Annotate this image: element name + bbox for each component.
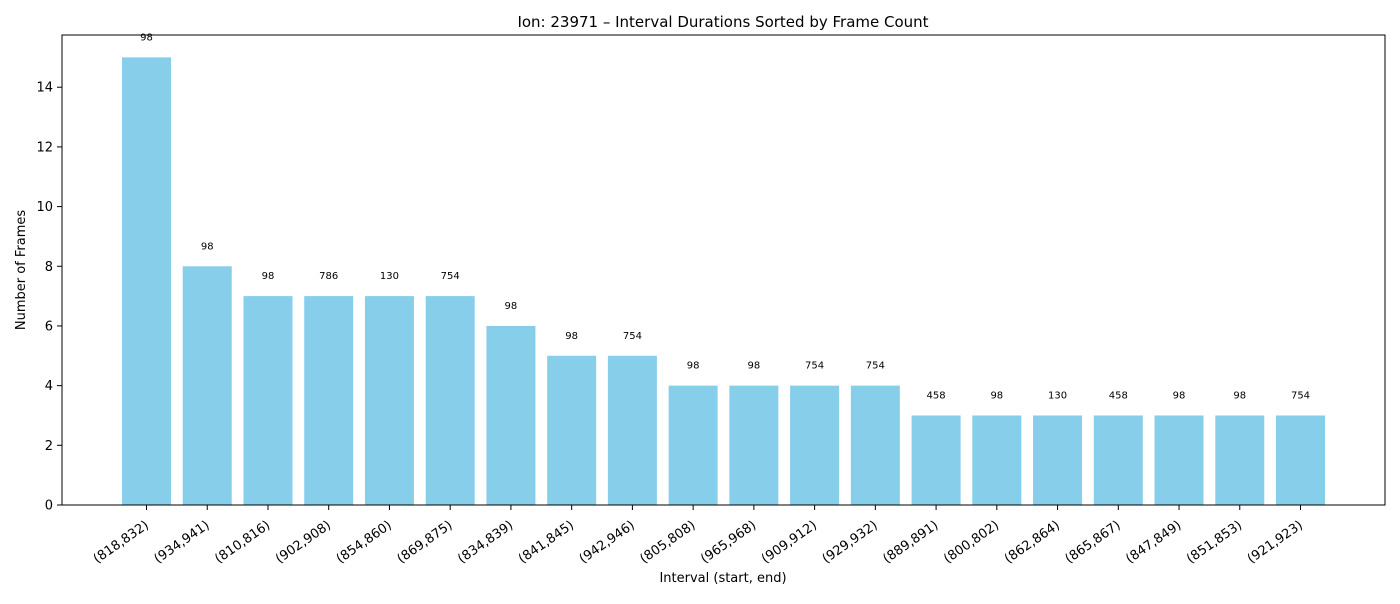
bar-label-12: 754 — [866, 361, 885, 372]
bar-label-5: 754 — [441, 271, 460, 282]
x-tick-label-4: (854,860) — [334, 518, 395, 567]
plot-frame — [61, 34, 1386, 506]
x-tick-label-14: (800,802) — [941, 518, 1002, 567]
y-tick-label-5: 10 — [36, 200, 53, 215]
bar-3 — [304, 296, 354, 505]
chart-title: Ion: 23971 – Interval Durations Sorted b… — [517, 13, 928, 31]
x-tick-label-3: (902,908) — [273, 518, 334, 567]
bar-9 — [668, 385, 718, 505]
x-tick-label-16: (865,867) — [1063, 518, 1124, 567]
x-tick-label-9: (805,808) — [637, 518, 698, 567]
bar-label-16: 458 — [1109, 390, 1128, 401]
bar-0 — [122, 57, 171, 505]
bar-18 — [1215, 415, 1265, 505]
y-tick-label-2: 4 — [45, 379, 53, 394]
x-tick-label-7: (841,845) — [516, 518, 577, 567]
bar-labels-group: 98 98 98 786 130 754 98 98 754 98 98 754 754 458 98 130… — [140, 32, 1310, 401]
x-tick-label-5: (869,875) — [395, 518, 456, 567]
bar-label-0: 98 — [140, 32, 153, 43]
x-tick-label-0: (818,832) — [91, 518, 152, 567]
bar-7 — [547, 355, 597, 505]
bar-19 — [1276, 415, 1325, 505]
bar-1 — [182, 266, 232, 505]
bar-label-9: 98 — [687, 361, 700, 372]
bar-8 — [607, 355, 657, 505]
bar-16 — [1093, 415, 1143, 505]
x-tick-label-15: (862,864) — [1002, 518, 1063, 567]
x-tick-label-13: (889,891) — [880, 518, 941, 567]
bar-label-4: 130 — [380, 271, 399, 282]
x-tick-label-18: (851,853) — [1184, 518, 1245, 567]
bar-label-17: 98 — [1173, 390, 1186, 401]
bar-label-13: 458 — [927, 390, 946, 401]
x-tick-label-17: (847,849) — [1123, 518, 1184, 567]
y-axis-label: Number of Frames — [14, 210, 29, 331]
bar-label-10: 98 — [748, 361, 761, 372]
x-tick-label-8: (942,946) — [577, 518, 638, 567]
y-tick-label-4: 8 — [45, 260, 53, 275]
bar-6 — [486, 325, 536, 505]
bar-2 — [243, 296, 293, 505]
bar-label-18: 98 — [1233, 390, 1246, 401]
bar-12 — [850, 385, 900, 505]
bar-label-7: 98 — [565, 331, 578, 342]
x-tick-label-10: (965,968) — [698, 518, 759, 567]
bar-label-2: 98 — [262, 271, 275, 282]
bar-13 — [911, 415, 961, 505]
y-tick-label-1: 2 — [45, 439, 53, 454]
bars-group — [122, 57, 1325, 505]
x-tick-label-19: (921,923) — [1245, 518, 1306, 567]
bar-10 — [729, 385, 779, 505]
bar-label-14: 98 — [990, 390, 1003, 401]
bar-label-1: 98 — [201, 241, 214, 252]
bar-label-8: 754 — [623, 331, 642, 342]
y-tick-label-7: 14 — [36, 81, 53, 96]
bar-17 — [1154, 415, 1204, 505]
bar-11 — [790, 385, 840, 505]
bar-15 — [1033, 415, 1083, 505]
y-axis: 0 2 4 6 8 10 12 14 — [36, 81, 62, 514]
x-tick-label-1: (934,941) — [152, 518, 213, 567]
bar-4 — [364, 296, 414, 505]
bar-label-3: 786 — [319, 271, 338, 282]
bar-14 — [972, 415, 1022, 505]
x-axis-label: Interval (start, end) — [659, 571, 786, 586]
y-tick-label-6: 12 — [36, 140, 53, 155]
bar-label-6: 98 — [505, 301, 518, 312]
x-tick-label-6: (834,839) — [455, 518, 516, 567]
bar-label-15: 130 — [1048, 390, 1067, 401]
y-tick-label-0: 0 — [45, 499, 53, 514]
x-tick-label-11: (909,912) — [759, 518, 820, 567]
bar-5 — [425, 296, 475, 505]
x-tick-label-12: (929,932) — [820, 518, 881, 567]
bar-label-11: 754 — [805, 361, 824, 372]
x-axis: (818,832) (934,941) (810,816) (902,908) (854… — [91, 505, 1306, 567]
x-tick-label-2: (810,816) — [212, 518, 273, 567]
y-tick-label-3: 6 — [45, 319, 53, 334]
bar-label-19: 754 — [1291, 390, 1310, 401]
